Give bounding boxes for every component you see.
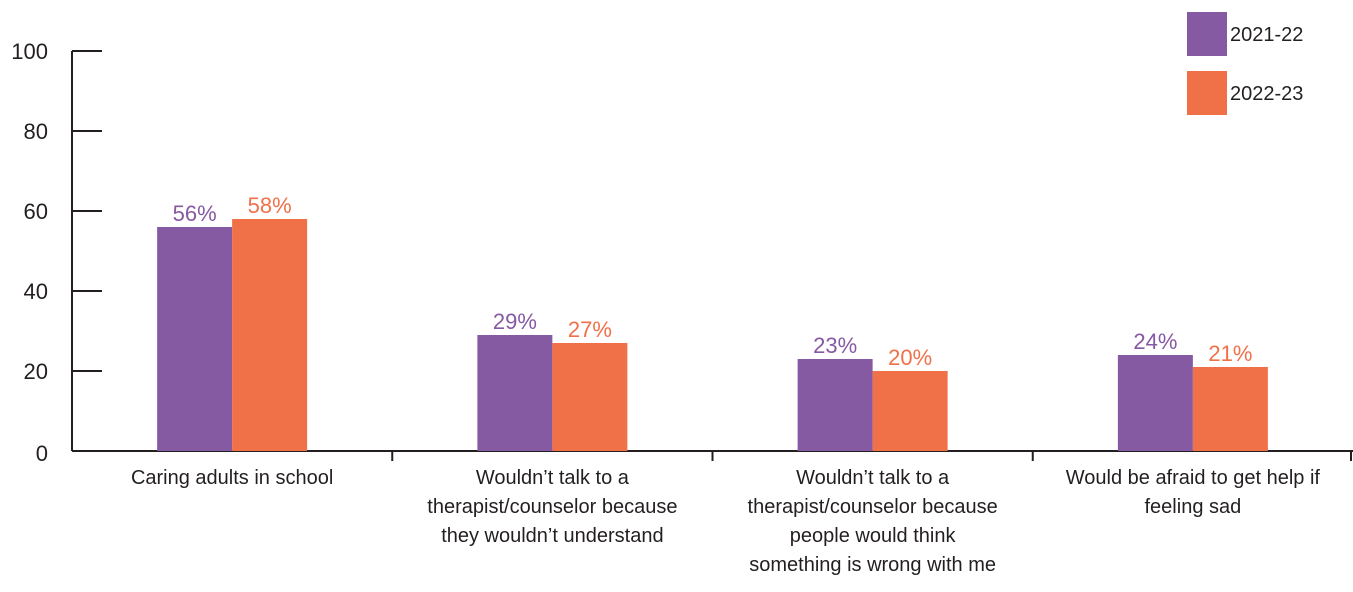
category-label: something is wrong with me bbox=[749, 554, 996, 576]
data-label: 58% bbox=[248, 193, 292, 218]
bar bbox=[232, 219, 308, 451]
chart-labels: 56% 58% Caring adults in school 29% 27% Would… bbox=[131, 193, 1320, 576]
y-tick-label: 40 bbox=[24, 279, 48, 304]
y-tick-label: 80 bbox=[24, 119, 48, 144]
bar bbox=[157, 227, 233, 451]
y-tick-label: 100 bbox=[11, 39, 48, 64]
legend-label: 2021-22 bbox=[1230, 24, 1303, 46]
data-label: 21% bbox=[1208, 341, 1252, 366]
y-tick-label: 60 bbox=[24, 199, 48, 224]
category-label: therapist/counselor because bbox=[427, 496, 677, 518]
bar bbox=[1192, 367, 1268, 451]
data-label: 27% bbox=[568, 317, 612, 342]
category-label: Wouldn’t talk to a bbox=[476, 467, 630, 489]
legend-swatch bbox=[1187, 12, 1227, 56]
category-label: they wouldn’t understand bbox=[441, 525, 663, 547]
y-tick-label: 20 bbox=[24, 359, 48, 384]
category-label: feeling sad bbox=[1145, 496, 1242, 518]
data-label: 24% bbox=[1133, 329, 1177, 354]
bar bbox=[797, 359, 873, 451]
category-label: Would be afraid to get help if bbox=[1066, 467, 1321, 489]
data-label: 20% bbox=[888, 345, 932, 370]
data-label: 56% bbox=[173, 201, 217, 226]
bar bbox=[1117, 355, 1193, 451]
y-tick-label: 0 bbox=[36, 441, 48, 466]
category-label: Wouldn’t talk to a bbox=[796, 467, 950, 489]
bar bbox=[872, 371, 948, 451]
category-label: therapist/counselor because bbox=[748, 496, 998, 518]
chart-legend: 2021-22 2022-23 bbox=[1187, 12, 1303, 115]
bar bbox=[552, 343, 628, 451]
legend-swatch bbox=[1187, 71, 1227, 115]
legend-label: 2022-23 bbox=[1230, 83, 1303, 105]
bar bbox=[477, 335, 553, 451]
data-label: 29% bbox=[493, 309, 537, 334]
category-label: Caring adults in school bbox=[131, 467, 333, 489]
chart-bars bbox=[157, 219, 1268, 451]
data-label: 23% bbox=[813, 333, 857, 358]
category-label: people would think bbox=[790, 525, 957, 547]
